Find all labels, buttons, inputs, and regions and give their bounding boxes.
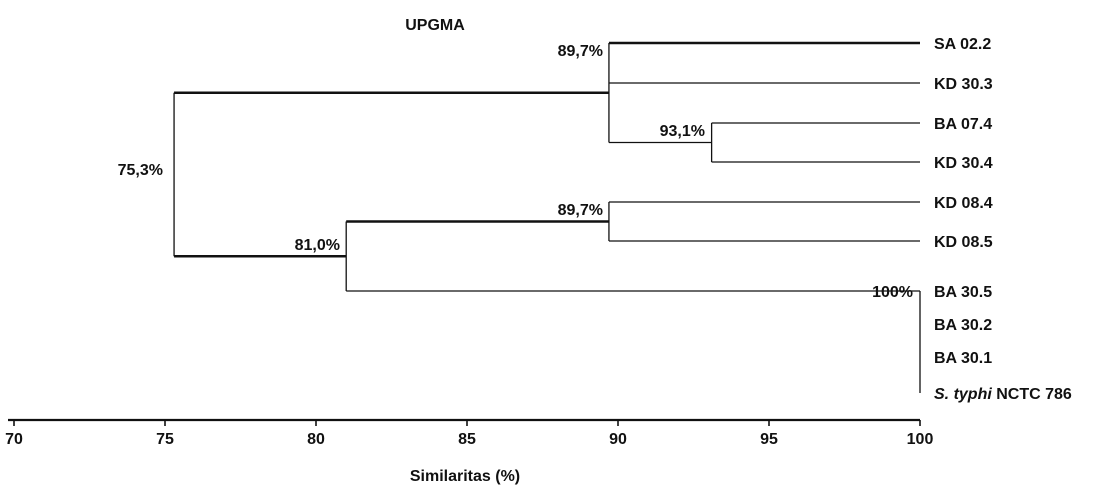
x-tick-label-70: 70	[5, 431, 23, 448]
leaf-label-BA302: BA 30.2	[934, 317, 992, 334]
x-tick-label-80: 80	[307, 431, 325, 448]
leaf-labels: SA 02.2 KD 30.3 BA 07.4 KD 30.4 KD 08.4 KD 08…	[934, 36, 1072, 403]
node-labels: 93,1% 89,7% 89,7% 100% 81,0% 75,3%	[118, 43, 913, 301]
leaf-label-SA022: SA 02.2	[934, 36, 991, 53]
leaf-label-rest: NCTC 786	[996, 386, 1072, 403]
chart-title: UPGMA	[405, 17, 465, 34]
branches	[173, 41, 921, 393]
leaf-label-italic: S. typhi	[934, 386, 996, 403]
node-label-root: 75,3%	[118, 162, 163, 179]
leaf-label-STY: S. typhi NCTC 786	[934, 386, 1072, 403]
node-label-n4: 100%	[872, 284, 913, 301]
leaf-label-BA074: BA 07.4	[934, 116, 992, 133]
x-tick-label-90: 90	[609, 431, 627, 448]
x-axis-label: Similaritas (%)	[410, 468, 520, 485]
leaf-label-KD304: KD 30.4	[934, 155, 993, 172]
leaf-label-KD303: KD 30.3	[934, 76, 993, 93]
x-axis: 70 75 80 85 90 95 100	[5, 418, 934, 448]
x-tick-label-95: 95	[760, 431, 778, 448]
x-tick-label-85: 85	[458, 431, 476, 448]
node-label-n3: 89,7%	[558, 202, 603, 219]
leaf-label-KD085: KD 08.5	[934, 234, 993, 251]
leaf-label-BA301: BA 30.1	[934, 350, 992, 367]
x-tick-label-100: 100	[907, 431, 934, 448]
node-label-n1: 93,1%	[660, 123, 705, 140]
node-label-n2: 89,7%	[558, 43, 603, 60]
node-label-n5: 81,0%	[295, 237, 340, 254]
leaf-label-KD084: KD 08.4	[934, 195, 993, 212]
x-tick-label-75: 75	[156, 431, 174, 448]
leaf-label-BA305: BA 30.5	[934, 284, 992, 301]
